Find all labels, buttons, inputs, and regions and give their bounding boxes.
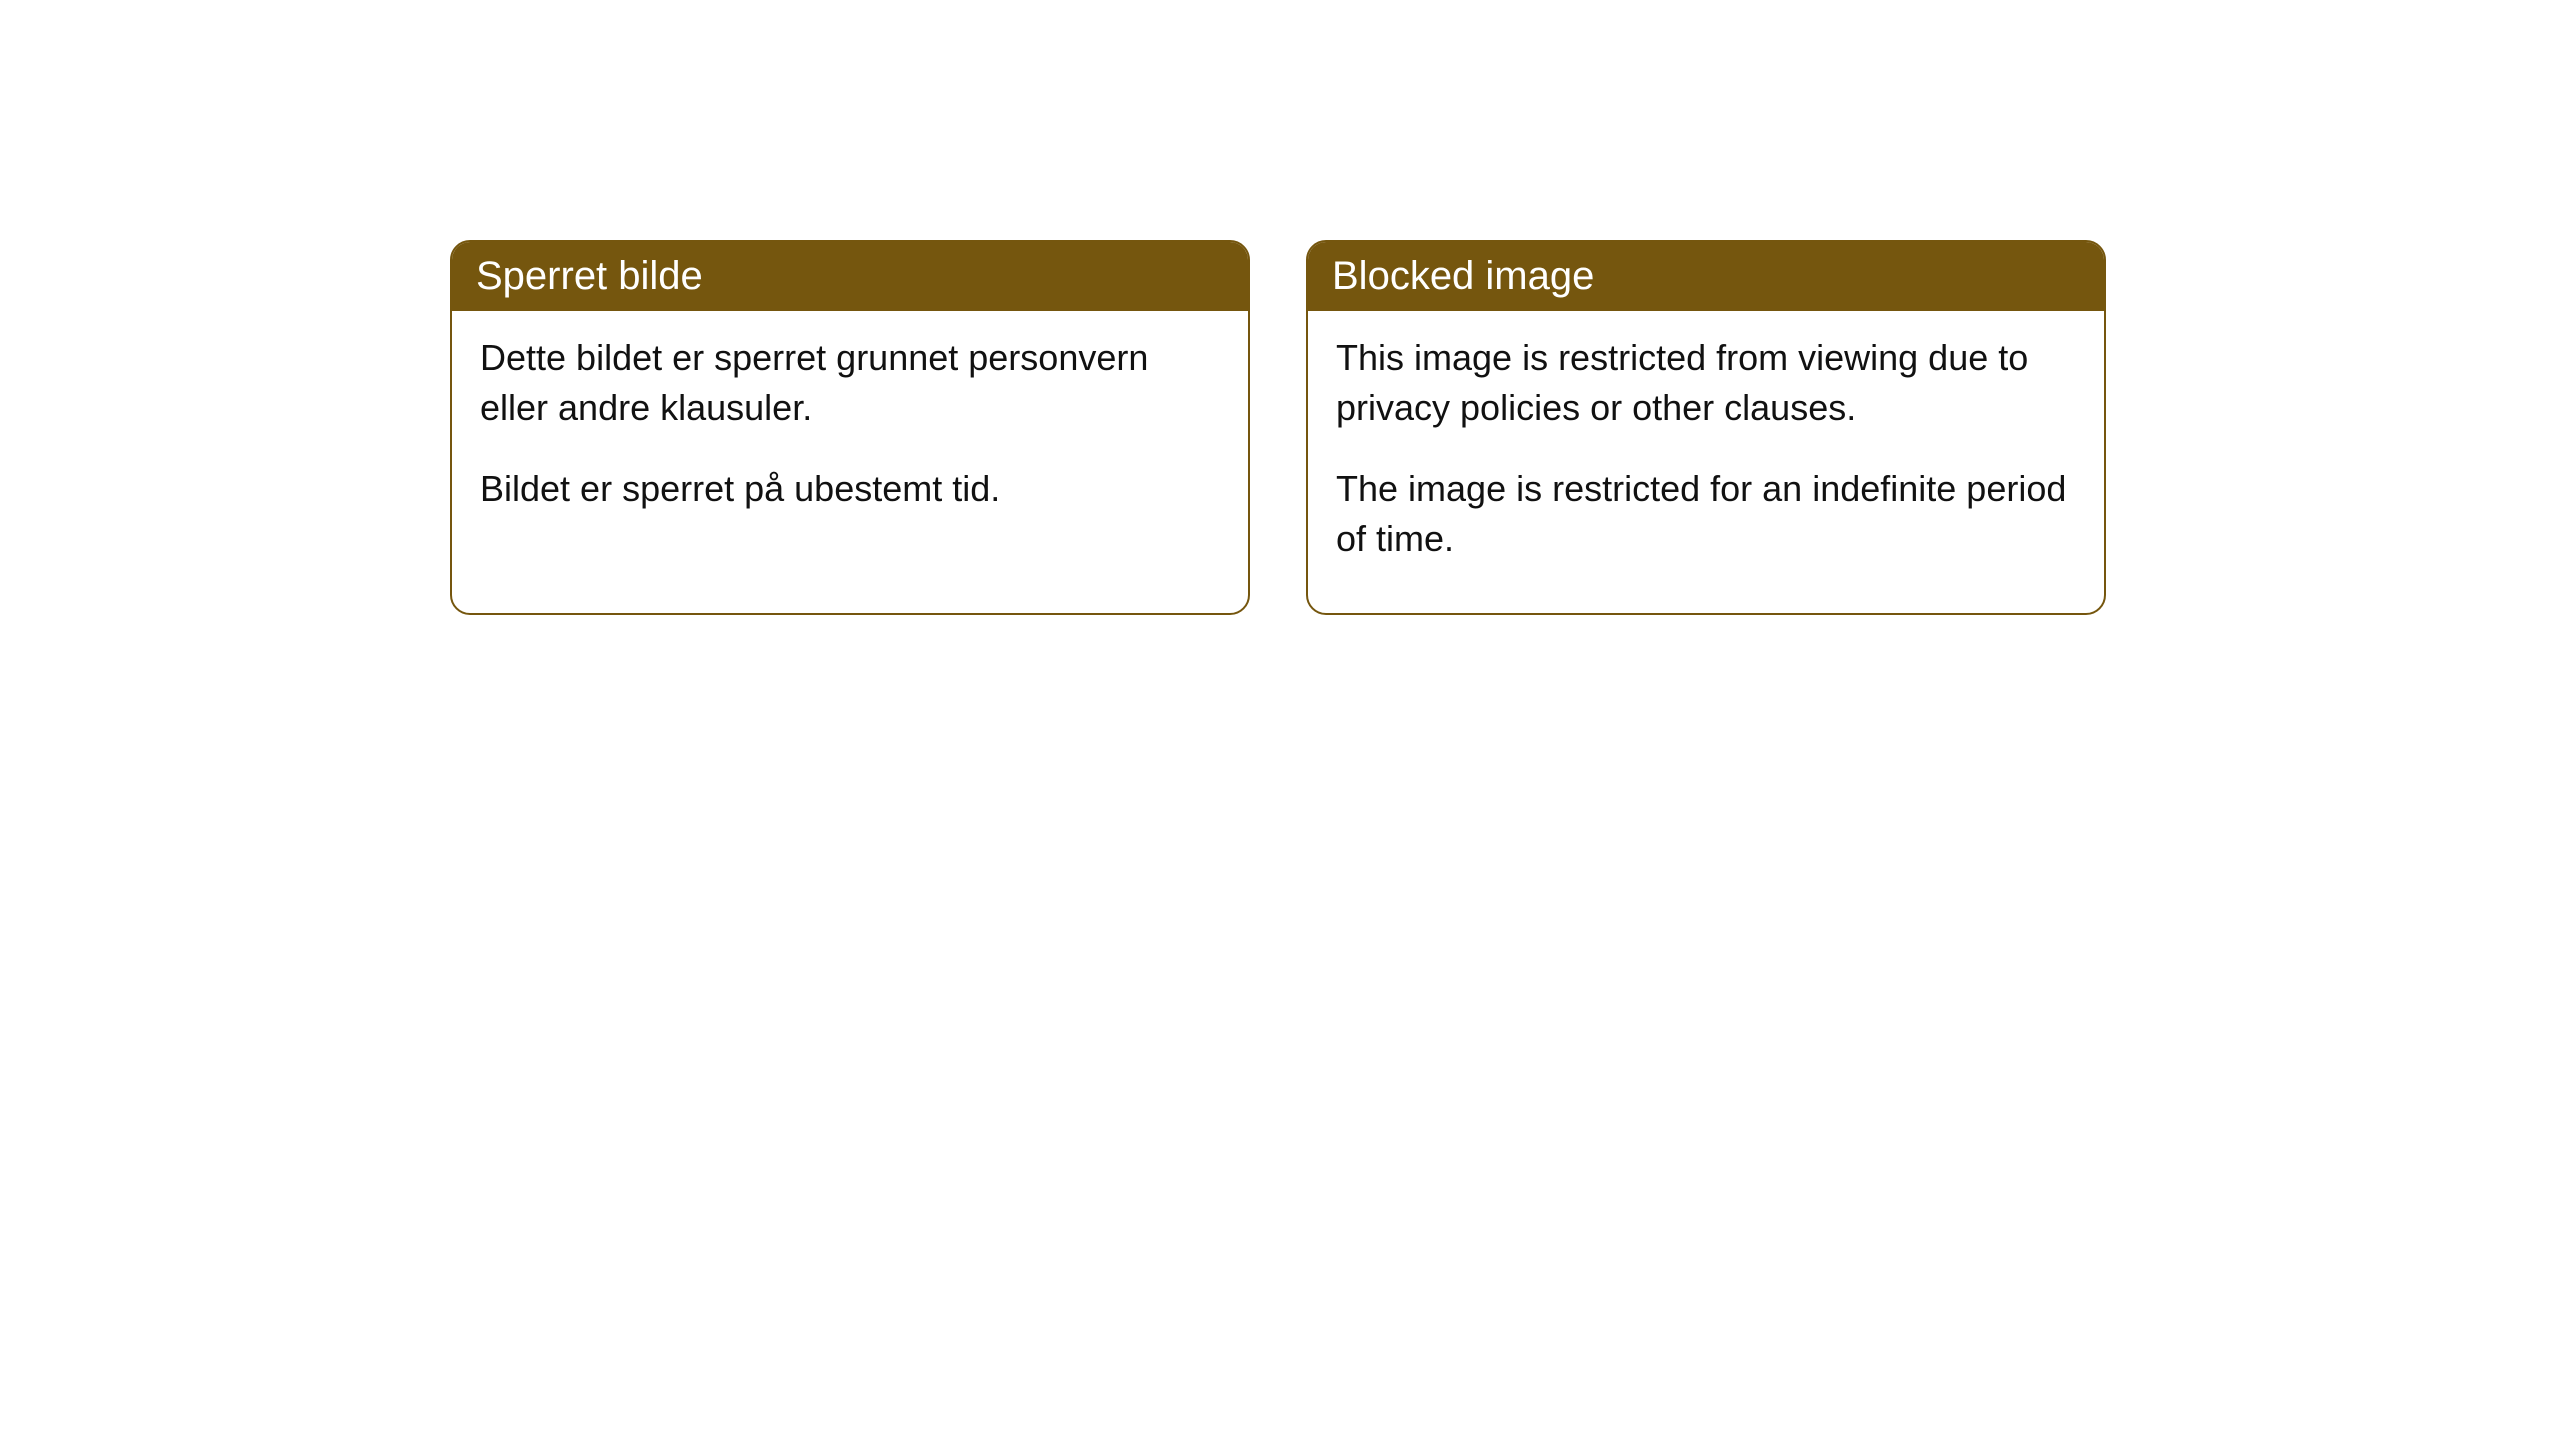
blocked-image-card-no: Sperret bilde Dette bildet er sperret gr…	[450, 240, 1250, 615]
card-text-no-2: Bildet er sperret på ubestemt tid.	[480, 464, 1220, 514]
card-title-en: Blocked image	[1332, 254, 1594, 298]
card-text-en-1: This image is restricted from viewing du…	[1336, 333, 2076, 434]
card-header-no: Sperret bilde	[452, 242, 1248, 311]
card-title-no: Sperret bilde	[476, 254, 703, 298]
card-body-no: Dette bildet er sperret grunnet personve…	[452, 311, 1248, 562]
notice-container: Sperret bilde Dette bildet er sperret gr…	[0, 0, 2560, 615]
blocked-image-card-en: Blocked image This image is restricted f…	[1306, 240, 2106, 615]
card-text-en-2: The image is restricted for an indefinit…	[1336, 464, 2076, 565]
card-body-en: This image is restricted from viewing du…	[1308, 311, 2104, 613]
card-text-no-1: Dette bildet er sperret grunnet personve…	[480, 333, 1220, 434]
card-header-en: Blocked image	[1308, 242, 2104, 311]
